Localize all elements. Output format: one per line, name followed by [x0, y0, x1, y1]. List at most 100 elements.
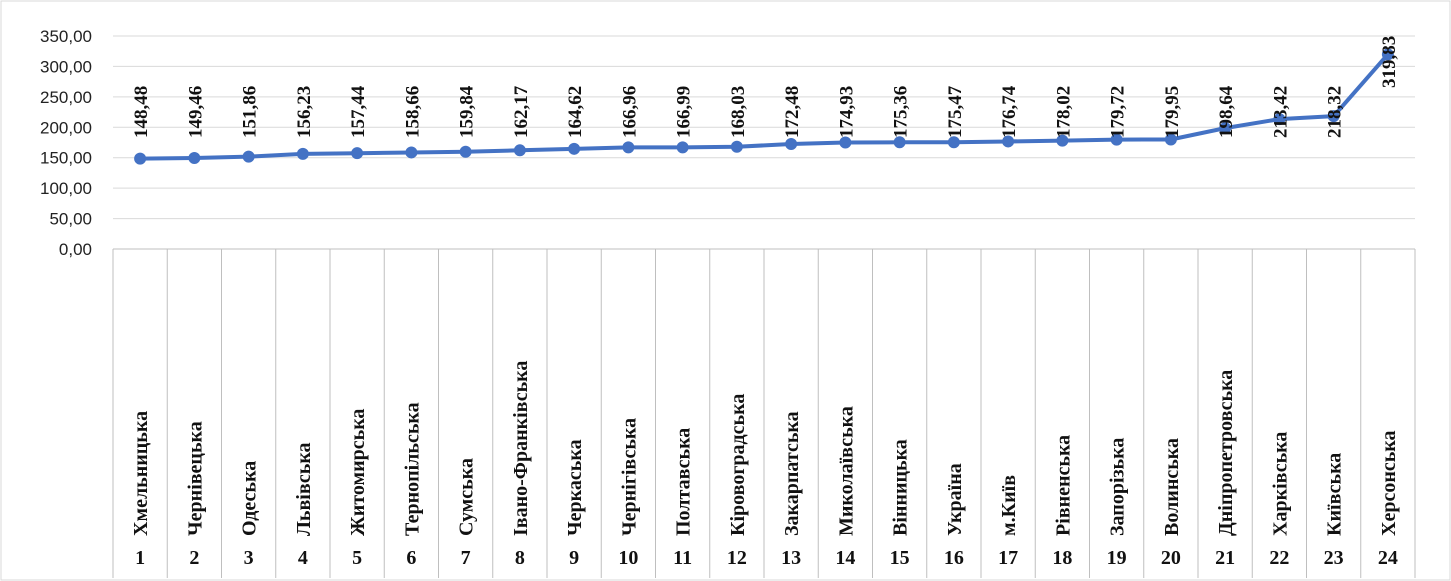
y-tick-label: 50,00	[49, 210, 92, 229]
category-label: Херсонська	[1378, 430, 1400, 536]
category-number: 19	[1107, 547, 1127, 569]
category-number: 24	[1378, 547, 1398, 569]
data-point	[1164, 133, 1177, 146]
data-labels: 148,48 149,46 151,86 156,23 157,44 158,66 159,…	[131, 36, 1400, 138]
category-label: Харківська	[1269, 432, 1291, 536]
category-number: 22	[1269, 547, 1289, 569]
category-numbers: 1 2 3 4 5 6 7 8 9 10 11 12 13 14 15 16 17 18 19 20 21 22 23 24	[135, 547, 1398, 569]
data-point	[1056, 134, 1069, 147]
category-number: 8	[515, 547, 525, 569]
category-label: м.Київ	[998, 475, 1020, 536]
data-label: 166,96	[619, 86, 640, 138]
data-point	[947, 136, 960, 149]
data-label: 175,47	[945, 85, 966, 138]
category-label: Київська	[1324, 453, 1346, 536]
category-label: Волинська	[1161, 438, 1183, 536]
data-label: 166,99	[674, 86, 695, 138]
data-label: 164,62	[565, 86, 586, 138]
data-point	[676, 141, 689, 154]
category-table	[112, 248, 1416, 578]
y-tick-label: 150,00	[40, 149, 92, 168]
category-number: 16	[944, 547, 964, 569]
category-number: 6	[406, 547, 416, 569]
data-label: 168,03	[728, 86, 749, 138]
data-point	[568, 142, 581, 155]
category-number: 23	[1324, 547, 1344, 569]
category-label: Сумська	[456, 458, 478, 536]
category-label: Миколаївська	[835, 406, 857, 536]
data-label: 218,32	[1325, 86, 1346, 138]
category-number: 4	[298, 547, 308, 569]
gridlines	[113, 35, 1415, 220]
data-point	[351, 147, 364, 160]
category-label: Закарпатська	[781, 411, 803, 536]
category-label: Одеська	[239, 461, 261, 536]
data-label: 174,93	[836, 86, 857, 138]
category-label: Кіровоградська	[727, 394, 749, 536]
category-number: 11	[673, 547, 692, 569]
data-point	[459, 145, 472, 158]
data-label: 176,74	[999, 85, 1020, 138]
data-point	[622, 141, 635, 154]
y-tick-label: 100,00	[40, 179, 92, 198]
category-number: 14	[835, 547, 855, 569]
data-label: 149,46	[185, 86, 206, 138]
category-label: Львівська	[293, 442, 315, 536]
y-tick-label: 0,00	[59, 240, 92, 259]
data-label: 178,02	[1053, 86, 1074, 138]
data-label: 159,84	[457, 85, 478, 138]
data-point	[1219, 122, 1232, 135]
category-label: Житомирська	[347, 409, 369, 536]
data-label: 319,83	[1379, 36, 1400, 88]
category-label: Тернопільська	[401, 402, 423, 536]
data-point	[1273, 113, 1286, 126]
data-label: 179,72	[1108, 86, 1129, 138]
data-point	[188, 152, 201, 165]
data-label: 151,86	[240, 86, 261, 138]
category-number: 9	[569, 547, 579, 569]
data-label: 172,48	[782, 86, 803, 138]
category-number: 12	[727, 547, 747, 569]
category-number: 5	[352, 547, 362, 569]
data-point	[1002, 135, 1015, 148]
category-number: 3	[244, 547, 254, 569]
data-point	[296, 147, 309, 160]
category-label: Чернівецька	[184, 421, 206, 536]
y-tick-label: 250,00	[40, 88, 92, 107]
category-label: Дніпропетровська	[1215, 370, 1237, 536]
data-point	[893, 136, 906, 149]
category-number: 20	[1161, 547, 1181, 569]
data-label: 213,42	[1270, 86, 1291, 138]
category-number: 10	[618, 547, 638, 569]
data-point	[785, 138, 798, 151]
data-point	[405, 146, 418, 159]
data-label: 179,95	[1162, 86, 1183, 138]
data-label: 148,48	[131, 86, 152, 138]
data-label: 156,23	[294, 86, 315, 138]
series	[134, 48, 1394, 165]
category-number: 1	[135, 547, 145, 569]
data-point	[730, 140, 743, 153]
category-label: Запорізька	[1107, 438, 1129, 536]
y-tick-label: 200,00	[40, 118, 92, 137]
category-number: 15	[890, 547, 910, 569]
data-point	[134, 152, 147, 165]
data-label: 162,17	[511, 85, 532, 138]
data-point	[1110, 133, 1123, 146]
category-labels: Хмельницька Чернівецька Одеська Львівська Жи…	[130, 361, 1400, 536]
y-tick-label: 300,00	[40, 57, 92, 76]
data-point	[1327, 110, 1340, 123]
y-tick-label: 350,00	[40, 27, 92, 46]
category-number: 21	[1215, 547, 1235, 569]
category-label: Рівненська	[1052, 435, 1074, 536]
y-axis: 0,00 50,00 100,00 150,00 200,00 250,00 300,00 3…	[40, 27, 92, 259]
data-label: 198,64	[1216, 85, 1237, 138]
data-label: 157,44	[348, 85, 369, 138]
category-label: Полтавська	[673, 428, 695, 536]
data-point	[242, 150, 255, 163]
category-label: Черкаська	[564, 439, 586, 536]
data-point	[1381, 48, 1394, 61]
